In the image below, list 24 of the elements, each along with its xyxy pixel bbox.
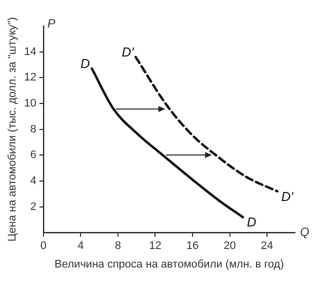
y-tick-label: 8 (30, 123, 36, 136)
x-tick-label: 24 (260, 240, 274, 252)
y-tick-label: 14 (24, 46, 36, 58)
y-tick-label: 10 (24, 98, 36, 110)
y-tick-label: 4 (30, 174, 36, 187)
x-tick-label: 8 (114, 240, 122, 252)
y-tick-label: 12 (24, 72, 36, 84)
y-tick-label: 6 (30, 149, 36, 162)
y-axis-title: Цена на автомобили (тыс. долл. за "штуку") (6, 17, 19, 242)
x-tick-label: 0 (40, 240, 46, 252)
x-tick-label: 16 (186, 240, 199, 252)
text: D' (281, 188, 294, 204)
x-tick-label: 4 (78, 240, 84, 252)
x-tick-label: 20 (224, 240, 236, 252)
text: Q (300, 224, 310, 239)
series-label: D' (122, 44, 134, 60)
x-tick-label: 12 (149, 240, 162, 252)
line-series (134, 56, 278, 192)
x-axis-title: Величина спроса на автомобили (млн. в год) (54, 258, 284, 270)
y-tick-label: 2 (30, 200, 36, 213)
annotation: P (47, 16, 56, 30)
line-series (90, 67, 244, 218)
series-label: D (80, 56, 90, 72)
text: D (246, 214, 256, 230)
